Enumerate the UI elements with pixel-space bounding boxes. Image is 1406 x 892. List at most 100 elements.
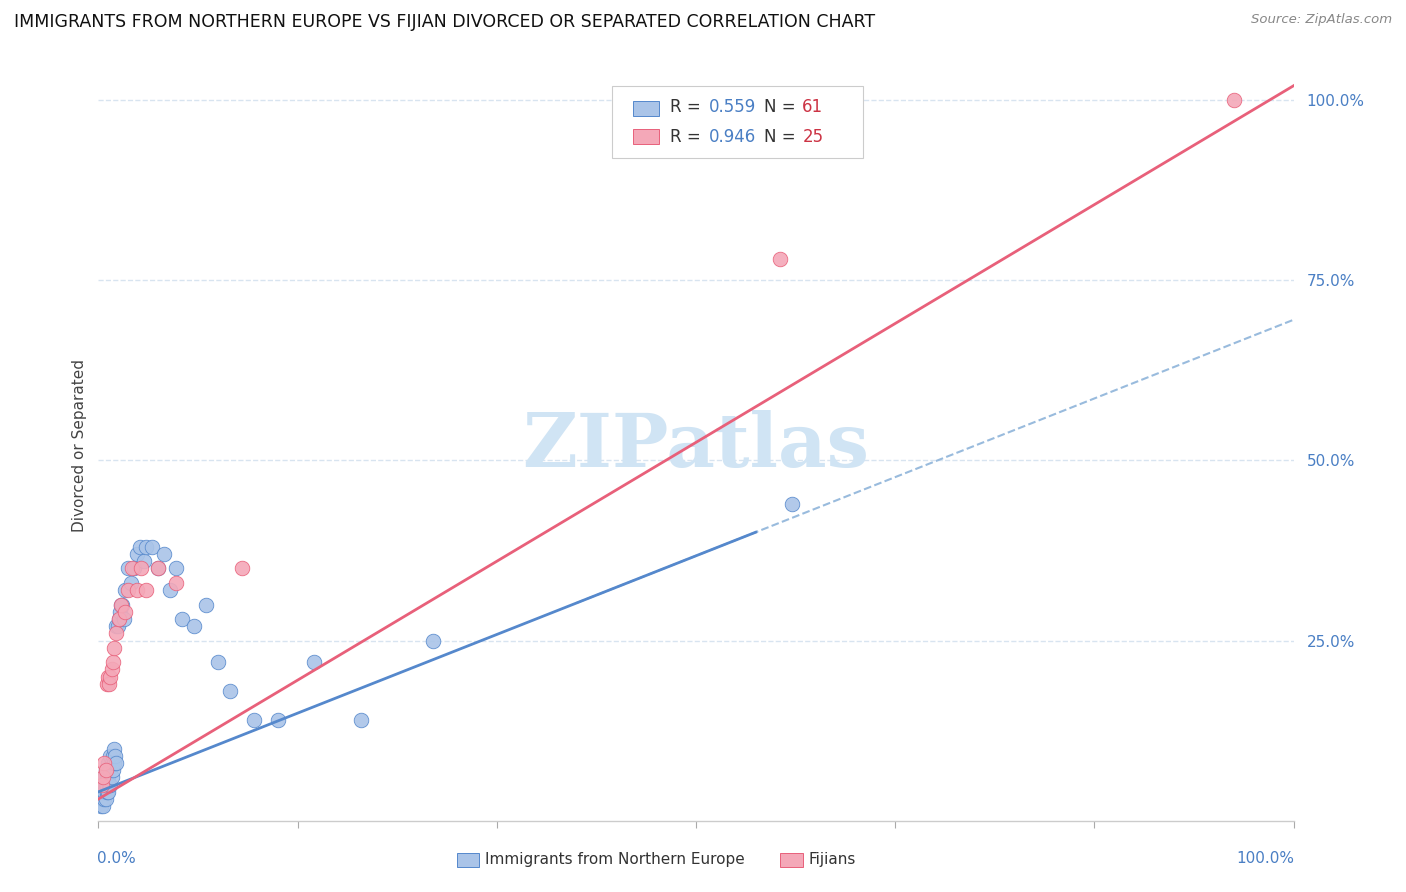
Point	[243, 713, 266, 727]
Point	[100, 756, 122, 770]
Point	[91, 778, 114, 792]
Point	[94, 763, 117, 777]
Point	[131, 561, 153, 575]
Point	[780, 497, 803, 511]
Text: 0.0%: 0.0%	[97, 851, 136, 865]
Point	[165, 561, 187, 575]
Point	[114, 583, 136, 598]
Point	[422, 633, 444, 648]
Point	[91, 792, 114, 806]
Point	[141, 540, 163, 554]
Point	[105, 619, 128, 633]
Point	[135, 540, 157, 554]
Point	[93, 756, 115, 770]
FancyBboxPatch shape	[633, 129, 659, 144]
Point	[114, 605, 136, 619]
Point	[117, 583, 139, 598]
Point	[129, 540, 152, 554]
Point	[98, 778, 121, 792]
Point	[100, 771, 122, 785]
Point	[110, 598, 132, 612]
Point	[98, 748, 122, 763]
Point	[153, 547, 176, 561]
Point	[93, 792, 115, 806]
Point	[207, 655, 229, 669]
Text: 0.559: 0.559	[709, 98, 756, 116]
Point	[101, 748, 124, 763]
Point	[107, 619, 129, 633]
Text: 100.0%: 100.0%	[1237, 851, 1295, 865]
Point	[98, 669, 122, 683]
Text: Source: ZipAtlas.com: Source: ZipAtlas.com	[1251, 13, 1392, 27]
Point	[165, 575, 187, 590]
Text: 25: 25	[803, 128, 824, 146]
Text: R =: R =	[669, 98, 706, 116]
Point	[121, 561, 143, 575]
Point	[267, 713, 290, 727]
Text: IMMIGRANTS FROM NORTHERN EUROPE VS FIJIAN DIVORCED OR SEPARATED CORRELATION CHAR: IMMIGRANTS FROM NORTHERN EUROPE VS FIJIA…	[14, 13, 875, 31]
Point	[172, 612, 194, 626]
Point	[148, 561, 170, 575]
Point	[91, 785, 114, 799]
Point	[120, 575, 142, 590]
Point	[96, 785, 118, 799]
Point	[103, 640, 125, 655]
Point	[125, 583, 148, 598]
Text: N =: N =	[763, 98, 801, 116]
Point	[219, 684, 242, 698]
Text: 61: 61	[803, 98, 824, 116]
Point	[183, 619, 205, 633]
Text: 0.946: 0.946	[709, 128, 756, 146]
Point	[94, 778, 117, 792]
Point	[195, 598, 218, 612]
Point	[112, 612, 135, 626]
Point	[97, 756, 120, 770]
Point	[93, 771, 115, 785]
Point	[94, 792, 117, 806]
Point	[107, 612, 129, 626]
Point	[132, 554, 155, 568]
Text: Immigrants from Northern Europe: Immigrants from Northern Europe	[485, 853, 745, 867]
Point	[98, 778, 122, 792]
Y-axis label: Divorced or Separated: Divorced or Separated	[72, 359, 87, 533]
Text: N =: N =	[763, 128, 801, 146]
Point	[103, 741, 125, 756]
FancyBboxPatch shape	[633, 102, 659, 116]
Point	[302, 655, 325, 669]
Point	[350, 713, 373, 727]
Point	[124, 561, 146, 575]
Point	[111, 598, 134, 612]
Point	[159, 583, 181, 598]
Text: ZIPatlas: ZIPatlas	[523, 409, 869, 483]
Point	[96, 771, 118, 785]
Point	[105, 626, 128, 640]
Point	[108, 605, 131, 619]
Point	[148, 561, 170, 575]
Point	[97, 771, 120, 785]
Point	[117, 561, 139, 575]
Point	[105, 756, 128, 770]
Point	[101, 655, 124, 669]
Point	[91, 771, 114, 785]
Point	[96, 778, 118, 792]
Point	[93, 785, 115, 799]
FancyBboxPatch shape	[613, 87, 863, 158]
Point	[91, 799, 114, 814]
Point	[104, 748, 127, 763]
Point	[97, 785, 120, 799]
Point	[91, 778, 114, 792]
Point	[101, 763, 124, 777]
Point	[94, 763, 117, 777]
Point	[107, 612, 129, 626]
Point	[96, 677, 118, 691]
Point	[125, 547, 148, 561]
Text: R =: R =	[669, 128, 706, 146]
Text: Fijians: Fijians	[808, 853, 856, 867]
Point	[97, 669, 120, 683]
Point	[231, 561, 253, 575]
Point	[98, 763, 122, 777]
Point	[110, 598, 132, 612]
Point	[135, 583, 157, 598]
Point	[1223, 93, 1246, 107]
Point	[90, 799, 112, 814]
